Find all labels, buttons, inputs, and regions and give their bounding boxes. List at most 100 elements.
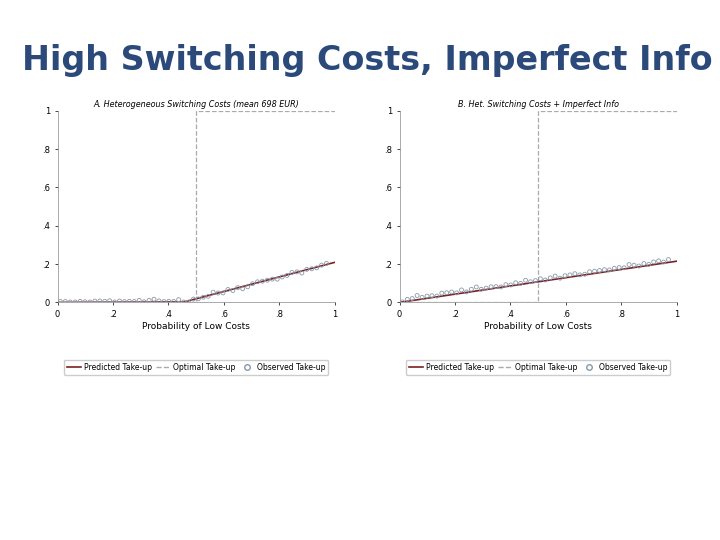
Point — [104, 296, 115, 305]
Point — [320, 259, 332, 268]
Point — [559, 272, 571, 280]
Point — [183, 298, 194, 306]
Point — [237, 285, 248, 293]
Point — [662, 255, 674, 264]
Point — [603, 266, 615, 274]
Point — [407, 294, 418, 303]
Point — [485, 282, 497, 291]
Point — [282, 271, 293, 280]
Point — [515, 279, 526, 288]
Point — [60, 297, 71, 306]
Point — [539, 276, 551, 285]
Point — [227, 286, 238, 295]
Point — [287, 268, 298, 276]
Point — [197, 293, 209, 301]
Point — [212, 289, 224, 298]
Point — [178, 298, 189, 306]
Point — [217, 288, 229, 297]
Point — [594, 266, 606, 275]
Point — [411, 291, 423, 300]
Point — [490, 282, 502, 291]
Point — [296, 269, 307, 278]
Point — [55, 297, 66, 306]
Point — [188, 295, 199, 303]
X-axis label: Probability of Low Costs: Probability of Low Costs — [485, 322, 592, 331]
Point — [114, 296, 125, 305]
Point — [124, 297, 135, 306]
Point — [99, 297, 110, 306]
Point — [266, 275, 278, 284]
Point — [153, 296, 165, 305]
Point — [500, 280, 512, 289]
Point — [79, 298, 91, 306]
Point — [202, 292, 214, 301]
Point — [451, 288, 462, 297]
Point — [232, 284, 243, 292]
Point — [629, 261, 640, 269]
Point — [643, 260, 654, 269]
Point — [397, 298, 408, 306]
Point — [242, 282, 253, 291]
Point — [505, 281, 516, 289]
Point — [89, 297, 101, 306]
Point — [446, 288, 457, 296]
Point — [638, 259, 649, 268]
Point — [143, 296, 155, 305]
Point — [276, 273, 288, 281]
Point — [109, 298, 120, 306]
Point — [311, 264, 323, 272]
Point — [207, 288, 219, 296]
Point — [271, 275, 283, 284]
Point — [495, 282, 507, 291]
Point — [584, 267, 595, 276]
Point — [252, 278, 264, 286]
Point — [129, 297, 140, 306]
Point — [618, 264, 630, 272]
Point — [261, 276, 273, 285]
Point — [65, 298, 76, 306]
Point — [456, 286, 467, 294]
Title: B. Het. Switching Costs + Imperfect Info: B. Het. Switching Costs + Imperfect Info — [458, 99, 618, 109]
Point — [148, 295, 160, 303]
Point — [613, 263, 625, 272]
Point — [168, 297, 179, 306]
Legend: Predicted Take-up, Optimal Take-up, Observed Take-up: Predicted Take-up, Optimal Take-up, Obse… — [64, 360, 328, 375]
Text: Managed Competition in the Netherlands - Spinnewijn: Managed Competition in the Netherlands -… — [199, 11, 521, 24]
Point — [530, 276, 541, 285]
Point — [574, 271, 585, 279]
Point — [598, 265, 610, 274]
Point — [648, 258, 660, 266]
Point — [544, 274, 556, 282]
Point — [658, 258, 670, 266]
Point — [436, 289, 448, 298]
Point — [119, 298, 130, 306]
Point — [608, 264, 620, 273]
Point — [301, 265, 312, 274]
Point — [441, 288, 452, 297]
Point — [74, 297, 86, 306]
Point — [416, 293, 428, 302]
Legend: Predicted Take-up, Optimal Take-up, Observed Take-up: Predicted Take-up, Optimal Take-up, Obse… — [406, 360, 670, 375]
Point — [461, 288, 472, 296]
Point — [534, 274, 546, 283]
Point — [624, 260, 635, 269]
Point — [306, 265, 318, 273]
Point — [247, 279, 258, 288]
Point — [525, 278, 536, 286]
Text: High Switching Costs, Imperfect Info: High Switching Costs, Imperfect Info — [22, 44, 712, 77]
Point — [520, 276, 531, 285]
Point — [69, 298, 81, 306]
Point — [480, 284, 492, 293]
Point — [256, 277, 268, 286]
Point — [426, 292, 438, 300]
Title: A. Heterogeneous Switching Costs (mean 698 EUR): A. Heterogeneous Switching Costs (mean 6… — [94, 99, 299, 109]
Point — [222, 285, 234, 294]
Point — [158, 297, 170, 306]
Point — [291, 268, 302, 276]
Point — [510, 279, 521, 287]
Point — [316, 261, 328, 269]
Point — [569, 269, 580, 278]
Point — [554, 274, 566, 282]
Point — [138, 298, 150, 306]
Point — [84, 298, 96, 306]
